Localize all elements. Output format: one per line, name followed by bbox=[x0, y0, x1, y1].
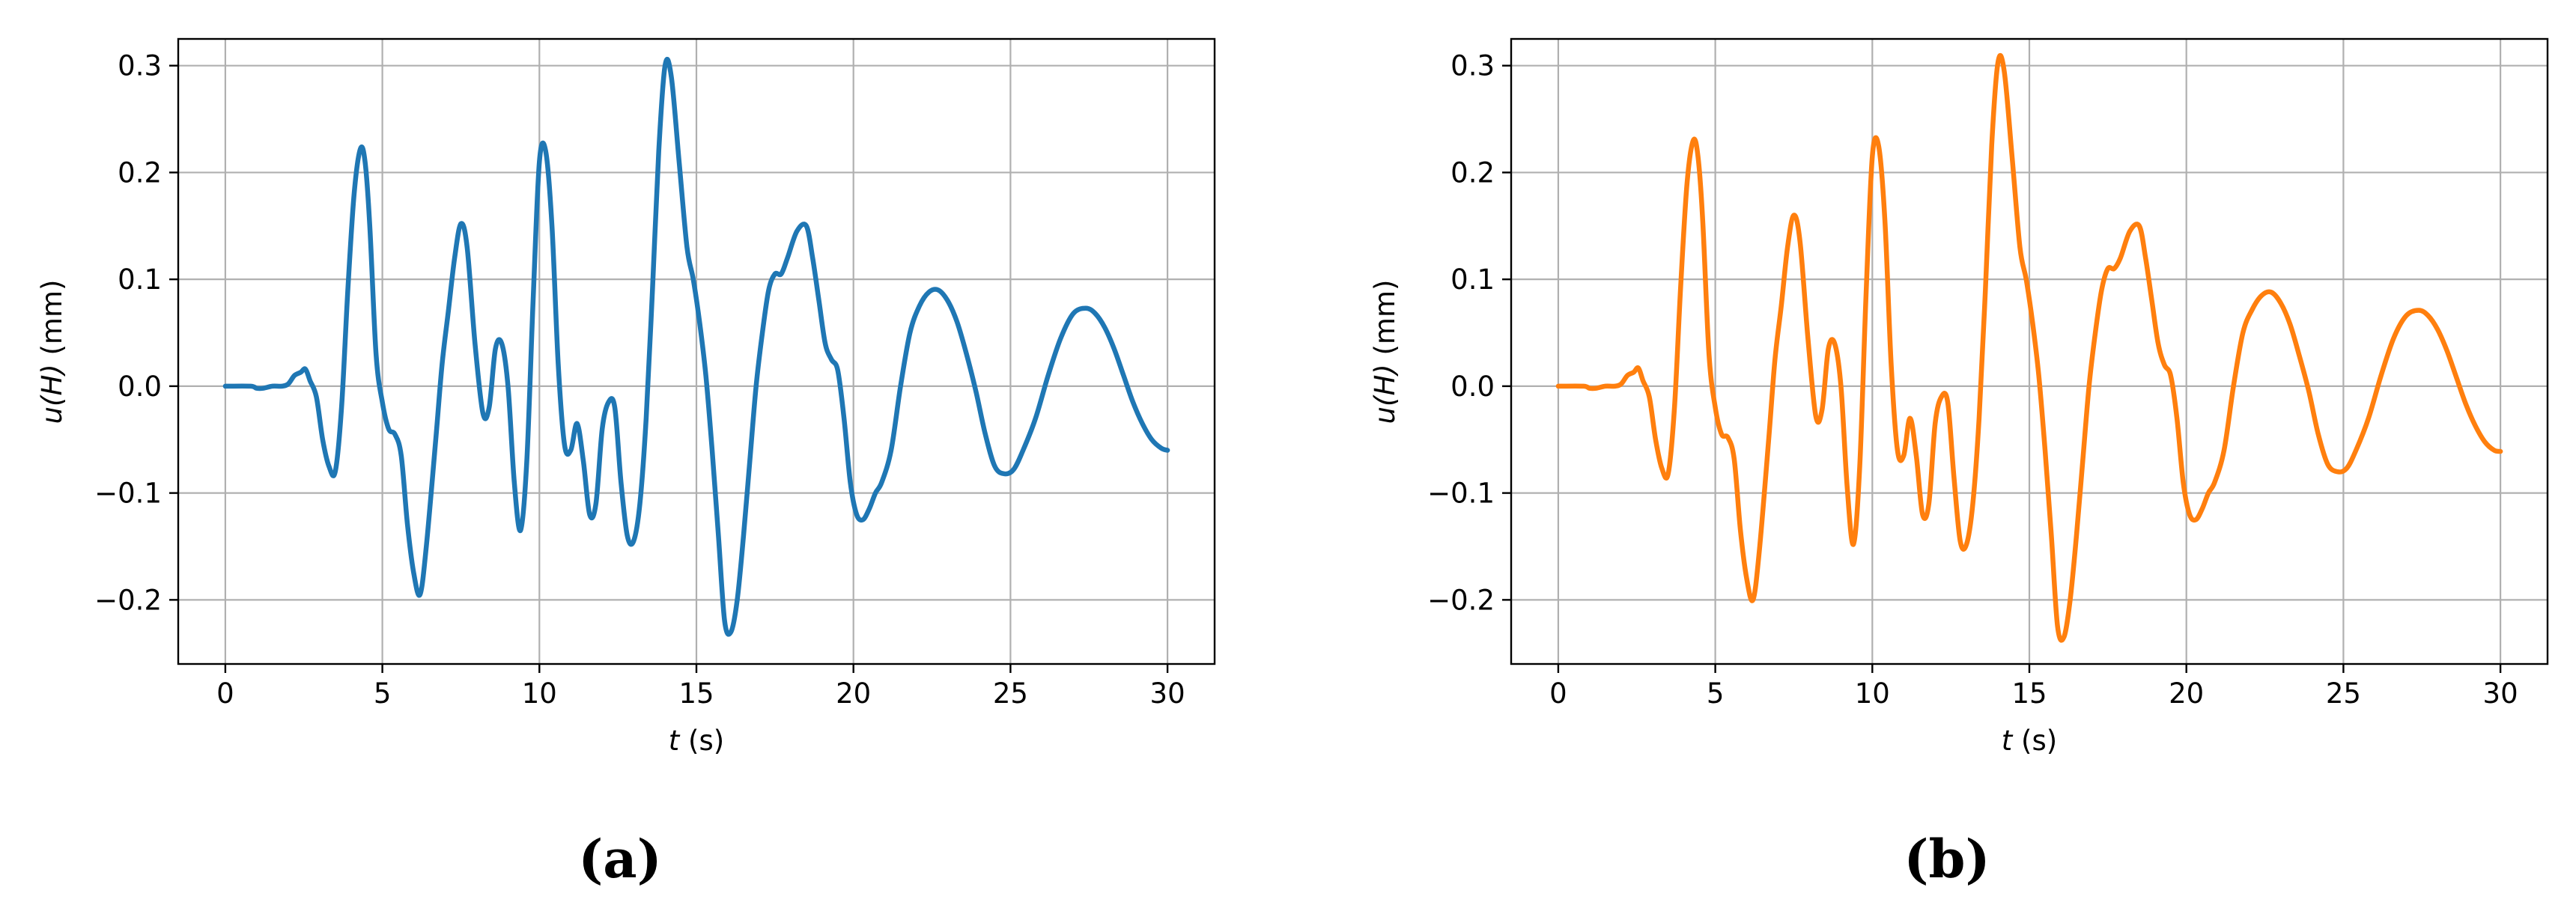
series-layer-a bbox=[222, 56, 1170, 637]
x-tick-label: 10 bbox=[1855, 677, 1890, 710]
y-tick-label: 0.1 bbox=[118, 263, 162, 296]
x-tick-label: 30 bbox=[2483, 677, 2518, 710]
y-tick-label: 0.3 bbox=[118, 50, 162, 82]
x-tick-label: 30 bbox=[1150, 677, 1185, 710]
y-tick-label: 0.0 bbox=[1450, 371, 1495, 403]
y-tick-label: 0.2 bbox=[1450, 156, 1495, 189]
y-tick-label: −0.2 bbox=[1427, 584, 1495, 616]
x-axis-var-b: t bbox=[2002, 725, 2014, 757]
y-axis-unit-a: (mm) bbox=[36, 280, 68, 365]
x-tick-label: 5 bbox=[1707, 677, 1725, 710]
x-axis-unit-a: (s) bbox=[679, 725, 724, 757]
chart-panel-b: 0 5 10 15 20 25 30 −0.2 −0.1 0.0 0.1 0.2 0.3 t (s) u… bbox=[1369, 37, 2549, 890]
y-tick-label: 0.2 bbox=[118, 156, 162, 189]
x-tick-label: 15 bbox=[2011, 677, 2047, 710]
x-axis-var-a: t bbox=[669, 725, 681, 757]
gridlines-b bbox=[1511, 39, 2548, 664]
panel-caption-b: (b) bbox=[1904, 828, 1990, 890]
ticks-a: 0 5 10 15 20 25 30 −0.2 −0.1 0.0 0.1 0.2 0.3 bbox=[94, 50, 1185, 710]
x-axis-label-b: t (s) bbox=[2002, 725, 2057, 757]
x-axis-unit-b: (s) bbox=[2012, 725, 2057, 757]
chart-panel-a: 0 5 10 15 20 25 30 −0.2 −0.1 0.0 0.1 0.2 0.3 t (s) u… bbox=[36, 37, 1216, 890]
y-tick-label: 0.0 bbox=[118, 371, 162, 403]
y-axis-unit-b: (mm) bbox=[1369, 280, 1401, 365]
gridlines-a bbox=[178, 39, 1215, 664]
x-tick-label: 10 bbox=[522, 677, 557, 710]
y-tick-label: 0.3 bbox=[1450, 50, 1495, 82]
y-tick-label: −0.1 bbox=[1427, 478, 1495, 510]
y-axis-var-b: u(H) bbox=[1369, 364, 1401, 424]
x-tick-label: 20 bbox=[836, 677, 871, 710]
y-axis-label-a: u(H) (mm) bbox=[36, 280, 68, 424]
x-tick-label: 25 bbox=[2326, 677, 2361, 710]
x-tick-label: 25 bbox=[993, 677, 1028, 710]
series-layer-b bbox=[1555, 52, 2503, 643]
y-tick-label: 0.1 bbox=[1450, 263, 1495, 296]
x-tick-label: 0 bbox=[216, 677, 234, 710]
y-axis-label-b: u(H) (mm) bbox=[1369, 280, 1401, 424]
x-tick-label: 20 bbox=[2169, 677, 2204, 710]
series-line bbox=[222, 56, 1170, 637]
x-tick-label: 15 bbox=[678, 677, 714, 710]
y-tick-label: −0.1 bbox=[94, 478, 162, 510]
series-line bbox=[1555, 52, 2503, 643]
panel-caption-a: (a) bbox=[578, 828, 662, 890]
x-axis-label-a: t (s) bbox=[669, 725, 724, 757]
x-tick-label: 5 bbox=[374, 677, 392, 710]
y-axis-var-a: u(H) bbox=[36, 364, 68, 424]
ticks-b: 0 5 10 15 20 25 30 −0.2 −0.1 0.0 0.1 0.2 0.3 bbox=[1427, 50, 2518, 710]
x-tick-label: 0 bbox=[1549, 677, 1567, 710]
y-tick-label: −0.2 bbox=[94, 584, 162, 616]
